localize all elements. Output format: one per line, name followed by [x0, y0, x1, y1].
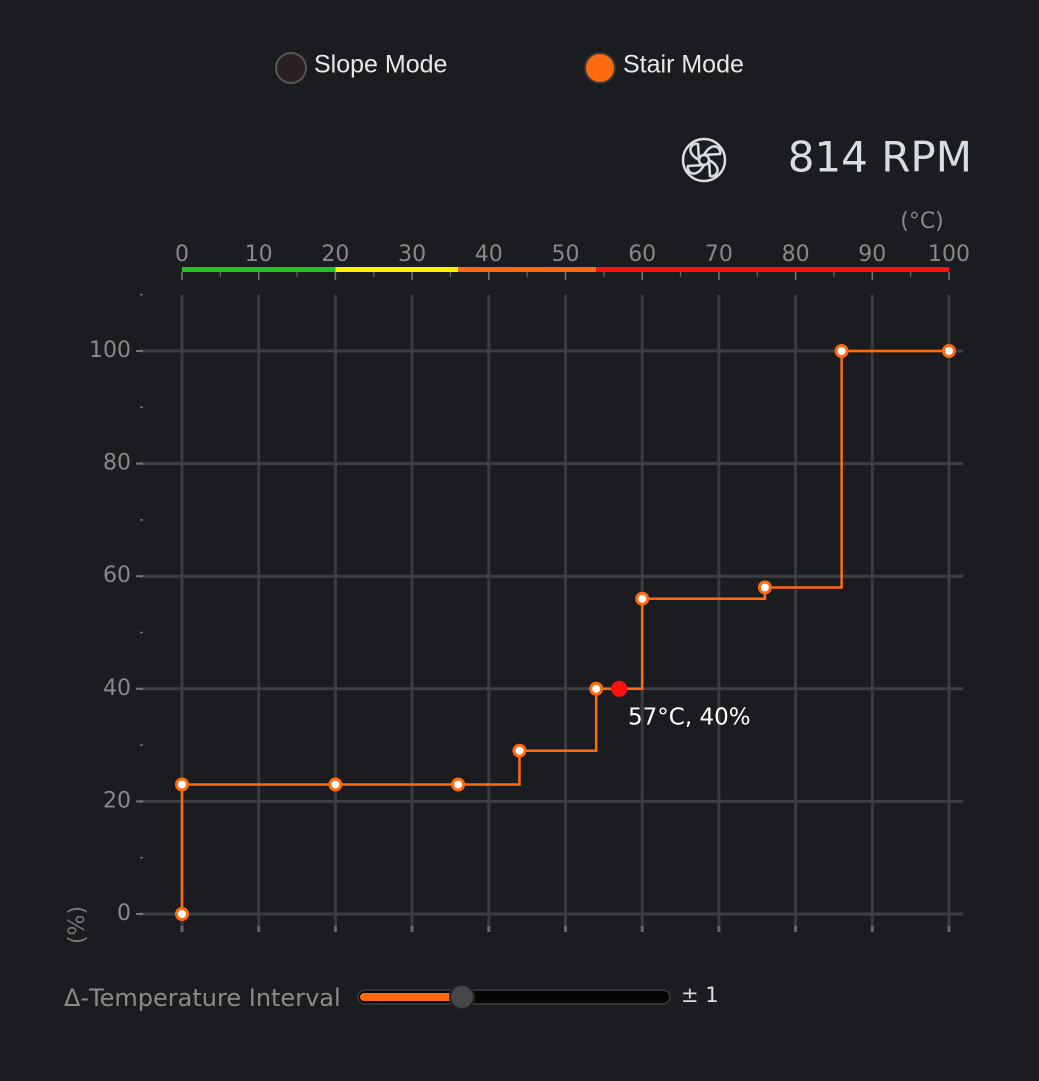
slider-value: ± 1 — [681, 983, 719, 1007]
curve-point[interactable] — [635, 591, 650, 606]
x-tick-label: 20 — [321, 242, 349, 267]
slider-knob[interactable] — [449, 984, 475, 1010]
slider-fill[interactable] — [360, 993, 462, 1001]
curve-point[interactable] — [175, 907, 189, 921]
fan-speed: 814 RPM — [788, 133, 972, 182]
y-tick-label: 80 — [103, 451, 131, 476]
radio-label[interactable]: Slope Mode — [314, 51, 447, 79]
x-tick-label: 80 — [782, 242, 810, 267]
step-segment — [764, 351, 843, 589]
radio-button[interactable] — [275, 52, 307, 84]
temperature-zone — [596, 267, 949, 272]
temperature-zone — [458, 267, 597, 272]
chart: 0 10 20 30 40 50 60 70 80 90 100 0 20 40 60 80 100 — [89, 242, 970, 932]
y-tick-label: 20 — [103, 788, 131, 813]
x-tick-label: 60 — [628, 242, 656, 267]
x-axis-label: (°C) — [900, 209, 944, 234]
x-tick-label: 30 — [398, 242, 426, 267]
curve-point[interactable] — [512, 743, 527, 758]
x-tick-label: 70 — [705, 242, 733, 267]
curve-point[interactable] — [451, 777, 466, 792]
step-segment — [519, 688, 598, 752]
temperature-zone — [335, 267, 459, 272]
curve-point[interactable] — [757, 580, 772, 595]
current-point — [611, 680, 628, 697]
y-tick-label: 100 — [89, 338, 131, 363]
radio-label[interactable]: Stair Mode — [623, 51, 744, 79]
y-tick-label: 60 — [103, 563, 131, 588]
slider-label: Δ-Temperature Interval — [64, 984, 341, 1012]
fan-icon — [681, 137, 727, 183]
x-tick-label: 90 — [858, 242, 886, 267]
x-tick-label: 0 — [175, 242, 189, 267]
mode-selector: Slope Mode Stair Mode — [275, 51, 744, 84]
y-tick-label: 40 — [103, 676, 131, 701]
slider[interactable] — [357, 984, 671, 1010]
current-point-label: 57°C, 40% — [628, 705, 751, 731]
x-tick-label: 40 — [475, 242, 503, 267]
curve-point[interactable] — [589, 681, 604, 696]
x-tick-label: 50 — [552, 242, 580, 267]
curve-point[interactable] — [328, 777, 343, 792]
x-tick-label: 100 — [928, 242, 970, 267]
curve-point[interactable] — [175, 777, 189, 792]
x-tick-label: 10 — [245, 242, 273, 267]
curve-point[interactable] — [942, 344, 956, 358]
radio-button[interactable] — [584, 52, 616, 84]
temperature-zone — [182, 267, 336, 272]
y-axis-label: (%) — [65, 906, 90, 944]
curve-point[interactable] — [834, 344, 849, 358]
y-tick-label: 0 — [117, 901, 131, 926]
step-segment — [458, 750, 521, 786]
